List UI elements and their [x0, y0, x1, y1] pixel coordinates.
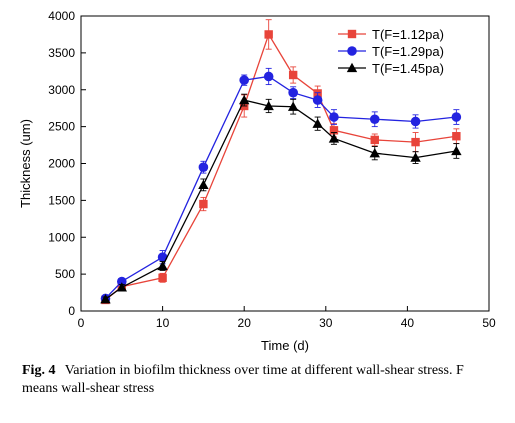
data-point — [411, 137, 420, 147]
legend-item: T(F=1.12pa) — [338, 27, 444, 42]
data-point — [239, 94, 250, 105]
chart: 0 10 20 30 40 50 0 500 1000 1500 2000 2500 3000 3500… — [18, 9, 496, 353]
data-point — [329, 126, 339, 135]
x-tick-label: 30 — [319, 316, 333, 330]
y-tick-label: 3500 — [48, 46, 75, 60]
data-point — [369, 114, 380, 125]
data-point — [370, 135, 379, 145]
series-2 — [100, 67, 462, 304]
figure-caption: Fig. 4 Variation in biofilm thickness ov… — [22, 362, 502, 398]
data-point — [158, 273, 167, 283]
y-tick-label: 2500 — [48, 120, 75, 134]
y-axis: 0 500 1000 1500 2000 2500 3000 3500 4000 — [48, 9, 86, 318]
legend-label: T(F=1.29pa) — [372, 44, 444, 59]
legend-label: T(F=1.12pa) — [372, 27, 444, 42]
data-point — [410, 152, 421, 162]
data-point — [452, 132, 461, 141]
x-axis-label: Time (d) — [261, 338, 309, 353]
data-point — [199, 199, 208, 209]
series-line — [105, 32, 457, 301]
y-tick-label: 1500 — [48, 193, 75, 207]
series-line — [105, 75, 457, 299]
data-point — [312, 95, 323, 105]
data-point — [157, 252, 168, 262]
x-tick-label: 40 — [401, 316, 415, 330]
legend-label: T(F=1.45pa) — [372, 61, 444, 76]
series-line — [105, 99, 457, 300]
data-point — [157, 260, 168, 271]
data-point — [116, 282, 127, 292]
data-point — [369, 147, 380, 158]
caption-text: Variation in biofilm thickness over time… — [22, 363, 464, 396]
legend-item: T(F=1.45pa) — [338, 61, 444, 76]
series-group — [100, 19, 462, 305]
data-point — [198, 179, 209, 190]
data-point — [287, 101, 299, 111]
x-axis: 0 10 20 30 40 50 — [78, 306, 496, 330]
x-tick-label: 0 — [78, 316, 85, 330]
x-tick-label: 10 — [156, 316, 170, 330]
data-point — [263, 71, 274, 82]
data-point — [117, 276, 127, 287]
data-point — [451, 145, 462, 156]
data-point — [263, 100, 274, 111]
data-point — [328, 133, 340, 143]
legend: T(F=1.12pa) T(F=1.29pa) T(F=1.45pa) — [338, 27, 444, 76]
legend-item: T(F=1.29pa) — [338, 44, 444, 59]
y-tick-label: 0 — [68, 304, 75, 318]
series-3 — [100, 93, 462, 304]
data-point — [410, 116, 421, 127]
data-point — [264, 30, 273, 39]
x-tick-label: 50 — [482, 316, 496, 330]
data-point — [100, 294, 111, 304]
y-tick-label: 4000 — [48, 9, 75, 23]
data-point — [288, 87, 298, 98]
data-point — [198, 162, 209, 172]
legend-marker — [346, 62, 358, 73]
caption-label: Fig. 4 — [22, 363, 56, 378]
y-tick-label: 3000 — [48, 83, 75, 97]
data-point — [288, 70, 298, 80]
data-point — [329, 112, 339, 122]
y-tick-label: 500 — [55, 267, 75, 281]
y-tick-label: 2000 — [48, 157, 75, 171]
y-axis-label: Thickness (um) — [18, 119, 33, 208]
x-tick-label: 20 — [238, 316, 252, 330]
data-point — [451, 112, 462, 122]
data-point — [239, 75, 249, 85]
legend-marker — [347, 46, 357, 56]
y-tick-label: 1000 — [48, 230, 75, 244]
legend-marker — [347, 29, 357, 39]
data-point — [312, 118, 323, 128]
